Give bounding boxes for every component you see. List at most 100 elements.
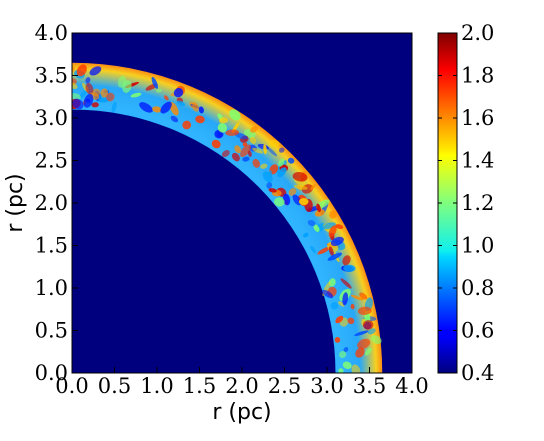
y-tick-label: 0.5	[35, 319, 68, 343]
shell-blob	[338, 368, 344, 373]
shell-blob	[367, 328, 376, 335]
shell-blob	[170, 115, 179, 123]
shell-blob	[350, 303, 355, 310]
x-tick-label: 3.0	[310, 374, 343, 398]
y-tick-label: 1.5	[35, 234, 68, 258]
y-tick-label: 2.5	[35, 149, 68, 173]
shell-blob	[219, 117, 228, 124]
shell-blob	[292, 171, 308, 182]
shell-blob	[195, 115, 205, 124]
shell-blob	[351, 364, 361, 373]
shell-blob	[79, 89, 88, 99]
shell-blob	[316, 203, 321, 213]
colorbar-tick-label: 1.2	[461, 191, 494, 215]
shell-blob	[163, 95, 169, 101]
shell-blob	[329, 210, 337, 219]
shell-blob	[307, 219, 316, 227]
x-tick-label: 4.0	[395, 374, 428, 398]
shell-blob	[249, 137, 257, 144]
shell-blob	[156, 88, 162, 93]
shell-blob	[72, 98, 84, 110]
shell-blob	[343, 346, 349, 353]
y-tick-label: 4.0	[35, 21, 68, 45]
shell-blob	[335, 315, 344, 324]
shell-blob	[252, 147, 264, 154]
shell-blob	[342, 255, 351, 266]
shell-blob	[85, 82, 94, 95]
shell-blob	[355, 347, 365, 358]
shell-blob	[317, 246, 331, 255]
shell-blob	[322, 289, 334, 299]
shell-blob	[240, 144, 251, 158]
shell-blob	[350, 294, 364, 301]
y-axis-label: r (pc)	[3, 173, 28, 232]
shell-blob	[328, 246, 334, 256]
shell-blob	[152, 106, 162, 113]
shell-blob	[89, 66, 102, 76]
shell-structure	[72, 64, 382, 373]
shell-blob	[282, 193, 291, 206]
colorbar-tick-label: 0.6	[461, 319, 494, 343]
shell-blob	[217, 123, 228, 133]
y-tick-label: 1.0	[35, 276, 68, 300]
shell-blob	[72, 66, 75, 73]
shell-blob	[234, 145, 242, 154]
shell-blob	[343, 264, 356, 273]
colorbar-tick-label: 1.6	[461, 106, 494, 130]
shell-blob	[298, 198, 309, 206]
shell-blob	[130, 92, 142, 98]
shell-blob	[85, 77, 91, 84]
colorbar-tick-label: 0.4	[461, 361, 494, 385]
shell-blob	[83, 93, 94, 108]
y-tick-label: 0.0	[35, 361, 68, 385]
y-tick-label: 2.0	[35, 191, 68, 215]
shell-blob	[339, 350, 347, 359]
shell-blob	[250, 126, 258, 133]
x-tick-label: 1.0	[140, 374, 173, 398]
colorbar-tick-label: 0.8	[461, 276, 494, 300]
shell-blob	[176, 100, 186, 106]
shell-blob	[72, 82, 78, 90]
shell-blob	[266, 146, 278, 157]
shell-blob	[234, 132, 248, 140]
shell-blob	[330, 236, 344, 247]
shell-blob	[278, 158, 285, 167]
shell-blob	[247, 150, 252, 157]
shell-blob	[342, 361, 352, 370]
shell-blob	[106, 92, 115, 102]
shell-blob	[260, 163, 268, 169]
x-tick-label: 1.5	[183, 374, 216, 398]
shell-blob	[98, 98, 109, 103]
shell-blob	[288, 188, 297, 196]
shell-blob	[231, 152, 240, 162]
shell-blob	[268, 188, 277, 193]
shell-blob	[328, 278, 336, 287]
x-tick-label: 2.5	[268, 374, 301, 398]
shell-blob	[335, 224, 344, 230]
shell-blob	[268, 139, 280, 148]
shell-blob	[278, 147, 285, 153]
shell-blob	[338, 301, 345, 307]
x-axis-ticks: 0.0 0.5 1.0 1.5 2.0 2.5 3.0 3.5 4.0	[55, 367, 429, 398]
shell-blob	[100, 88, 109, 98]
shell-blob	[160, 101, 172, 114]
shell-blob	[139, 102, 153, 113]
shell-blob	[274, 197, 285, 207]
shell-blob	[302, 232, 309, 238]
shell-blob	[310, 245, 317, 254]
shell-blob	[169, 102, 179, 116]
shell-blob	[263, 144, 267, 155]
shell-blob	[151, 76, 159, 89]
shell-blob	[293, 184, 308, 190]
colorbar-tick-label: 1.4	[461, 149, 494, 173]
shell-blob	[182, 120, 192, 130]
shell-blob	[340, 278, 352, 289]
x-tick-label: 2.0	[225, 374, 258, 398]
shell-blob	[357, 306, 372, 316]
shell-blob	[342, 292, 349, 306]
shell-blob	[229, 109, 241, 121]
shell-blob	[334, 337, 341, 343]
y-tick-label: 3.5	[35, 64, 68, 88]
shell-blob	[354, 330, 369, 336]
